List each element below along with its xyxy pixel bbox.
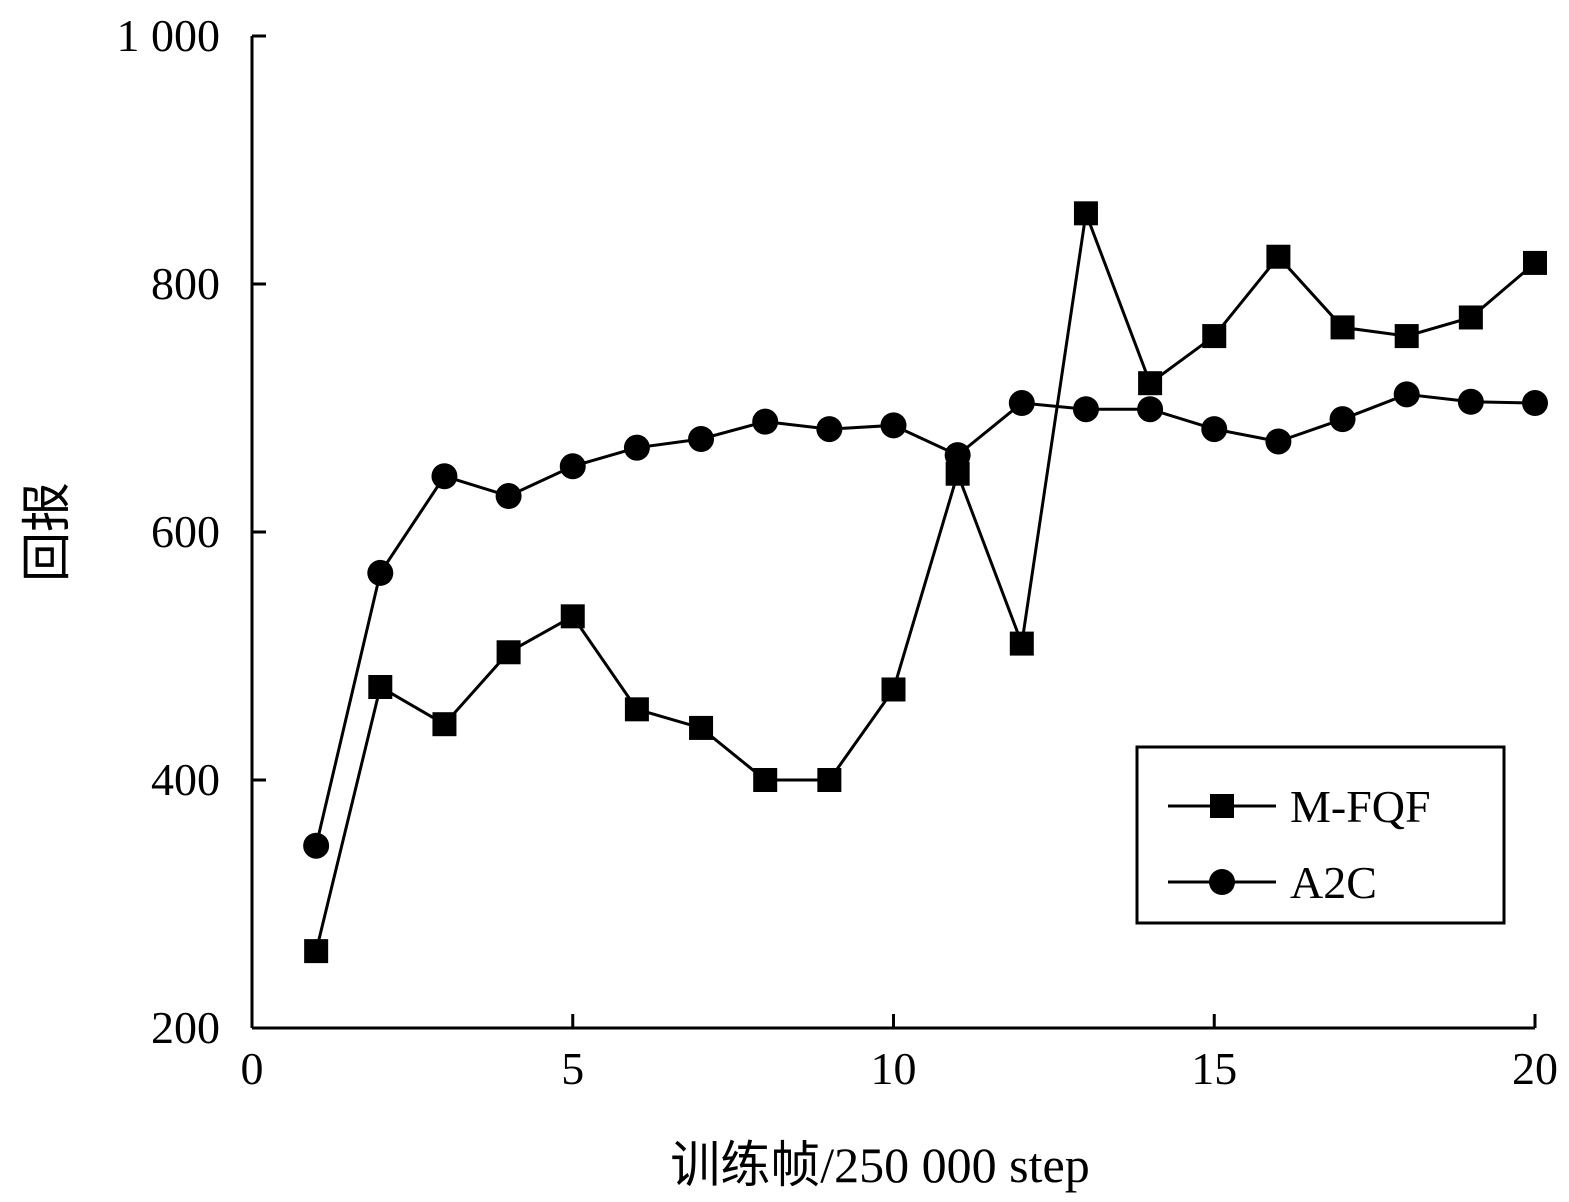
data-point-m-fqf <box>1523 250 1547 275</box>
data-point-m-fqf <box>881 677 906 702</box>
data-point-a2c <box>944 442 971 469</box>
data-point-m-fqf <box>689 715 714 740</box>
legend: M-FQF A2C <box>1135 745 1506 925</box>
ticks: 200 400 600 800 1 000 0 5 10 15 20 <box>117 10 1559 1094</box>
y-tick-label: 1 000 <box>117 10 221 61</box>
data-point-m-fqf <box>817 768 842 792</box>
data-point-m-fqf <box>624 697 649 722</box>
legend-marker-m-fqf <box>1210 794 1234 818</box>
data-point-a2c <box>1008 390 1035 417</box>
data-point-a2c <box>303 832 330 859</box>
data-point-a2c <box>688 426 715 452</box>
data-point-a2c <box>559 453 586 480</box>
data-point-m-fqf <box>1138 371 1163 396</box>
data-point-a2c <box>1201 416 1228 443</box>
data-point-m-fqf <box>1394 324 1419 349</box>
data-point-a2c <box>495 483 522 510</box>
data-point-a2c <box>1072 396 1099 423</box>
data-point-m-fqf <box>304 939 329 964</box>
data-point-m-fqf <box>1266 244 1291 269</box>
y-tick-label: 400 <box>151 754 220 805</box>
data-point-a2c <box>880 412 907 439</box>
x-tick-label: 0 <box>241 1043 264 1094</box>
data-point-a2c <box>623 434 650 461</box>
data-point-a2c <box>1522 390 1548 417</box>
x-axis-title: 训练帧/250 000 step <box>670 1137 1089 1193</box>
data-point-m-fqf <box>560 604 585 629</box>
y-axis-title: 回报 <box>19 482 75 582</box>
x-tick-label: 5 <box>561 1043 584 1094</box>
data-point-a2c <box>1265 428 1292 455</box>
data-point-m-fqf <box>1009 631 1034 656</box>
data-point-a2c <box>816 416 843 443</box>
data-point-a2c <box>752 408 779 435</box>
legend-label-a2c: A2C <box>1290 857 1377 908</box>
data-point-m-fqf <box>496 640 521 665</box>
legend-marker-a2c <box>1209 869 1235 895</box>
data-point-m-fqf <box>432 712 457 737</box>
series-a2c <box>303 381 1548 859</box>
data-point-a2c <box>1457 388 1484 415</box>
x-tick-label: 15 <box>1191 1043 1237 1094</box>
y-tick-label: 800 <box>151 258 220 309</box>
data-point-m-fqf <box>1073 201 1098 226</box>
series-layer <box>303 201 1548 964</box>
data-point-a2c <box>1329 406 1356 433</box>
x-tick-label: 20 <box>1512 1043 1558 1094</box>
data-point-m-fqf <box>1458 305 1483 330</box>
y-tick-label: 200 <box>151 1002 220 1053</box>
legend-box <box>1135 745 1506 925</box>
data-point-a2c <box>1393 381 1420 408</box>
data-point-m-fqf <box>1202 324 1227 349</box>
legend-label-m-fqf: M-FQF <box>1290 781 1431 832</box>
data-point-m-fqf <box>368 675 393 699</box>
data-point-m-fqf <box>1330 315 1355 340</box>
y-tick-label: 600 <box>151 506 220 557</box>
data-point-a2c <box>431 463 458 490</box>
x-tick-label: 10 <box>871 1043 917 1094</box>
data-point-a2c <box>1137 396 1164 423</box>
data-point-m-fqf <box>753 768 778 792</box>
data-point-a2c <box>367 559 394 586</box>
series-m-fqf <box>304 201 1547 964</box>
